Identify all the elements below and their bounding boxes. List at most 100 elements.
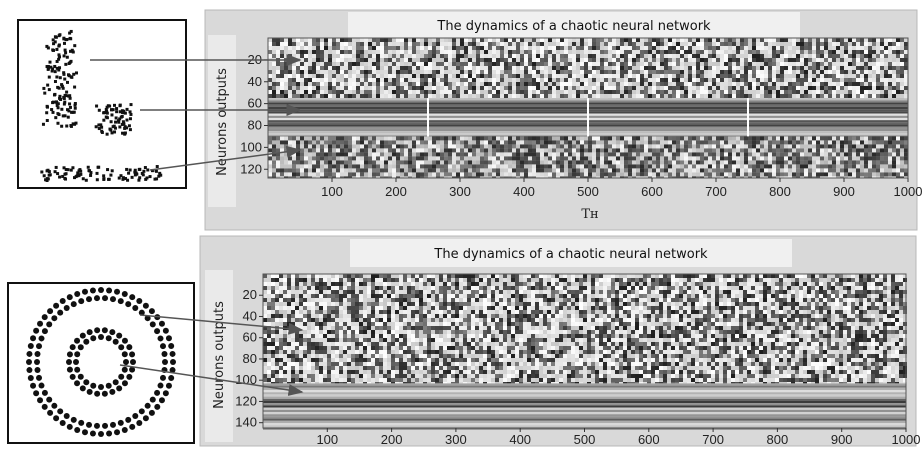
heat-cell	[388, 58, 392, 62]
heat-cell	[740, 54, 744, 58]
heat-cell	[864, 152, 868, 157]
heat-cell	[620, 156, 624, 161]
heat-cell	[292, 86, 296, 90]
pattern-dot	[54, 165, 58, 169]
heat-cell	[700, 74, 704, 78]
heat-cell	[280, 38, 284, 42]
heat-cell	[632, 42, 636, 46]
heat-cell	[884, 70, 888, 74]
heat-cell	[336, 58, 340, 62]
heat-cell	[660, 140, 664, 145]
heat-cell	[812, 66, 816, 70]
heat-cell	[832, 42, 836, 46]
heat-cell	[512, 136, 516, 141]
heat-cell	[688, 140, 692, 145]
heat-cell	[864, 160, 868, 165]
heat-cell	[648, 168, 652, 173]
heat-cell	[268, 140, 272, 145]
heat-cell	[696, 168, 700, 173]
heat-cell	[340, 176, 344, 178]
heat-cell	[748, 94, 752, 98]
heat-cell	[564, 144, 568, 149]
heat-cell	[532, 90, 536, 94]
heat-cell	[784, 168, 788, 173]
heat-cell	[464, 144, 468, 149]
heat-cell	[536, 74, 540, 78]
heat-cell	[792, 90, 796, 94]
heat-cell	[844, 168, 848, 173]
heat-cell	[772, 74, 776, 78]
heat-cell	[304, 164, 308, 169]
heat-cell	[344, 156, 348, 161]
heat-cell	[760, 54, 764, 58]
pattern-dot	[63, 93, 67, 97]
heat-cell	[900, 172, 904, 177]
heat-cell	[324, 38, 328, 42]
heat-cell	[516, 156, 520, 161]
heat-cell	[504, 38, 508, 42]
heat-cell	[271, 274, 275, 278]
heat-cell	[660, 86, 664, 90]
heat-cell	[636, 148, 640, 153]
heat-cell	[424, 42, 428, 46]
heat-cell	[468, 46, 472, 50]
heat-cell	[336, 90, 340, 94]
pattern-dot	[57, 57, 61, 61]
heat-cell	[428, 86, 432, 90]
heat-cell	[716, 82, 720, 86]
heat-cell	[652, 86, 656, 90]
heat-cell	[348, 176, 352, 178]
heat-cell	[504, 172, 508, 177]
heat-cell	[688, 38, 692, 42]
pattern-dot	[68, 94, 72, 98]
heat-cell	[884, 164, 888, 169]
heat-cell	[404, 148, 408, 153]
y-axis-label-top: Neurons outputs	[215, 68, 230, 176]
heat-cell	[532, 152, 536, 157]
heat-cell	[432, 90, 436, 94]
heat-cell	[304, 144, 308, 149]
pattern-dot	[112, 124, 116, 128]
heat-cell	[732, 140, 736, 145]
heat-cell	[588, 42, 592, 46]
pattern-dot	[63, 77, 67, 81]
heat-cell	[700, 90, 704, 94]
heat-cell	[476, 82, 480, 86]
heat-cell	[540, 62, 544, 66]
heat-cell	[592, 168, 596, 173]
heat-cell	[404, 164, 408, 169]
heat-cell	[600, 58, 604, 62]
heat-cell	[428, 168, 432, 173]
heat-cell	[272, 160, 276, 165]
pattern-dot	[51, 38, 55, 42]
pattern-dot	[123, 111, 127, 115]
heat-cell	[836, 42, 840, 46]
heat-cell	[271, 282, 275, 286]
heat-cell	[263, 322, 267, 326]
heat-cell	[384, 82, 388, 86]
ring-dot	[86, 388, 93, 395]
pattern-dot	[155, 165, 159, 169]
heat-cell	[668, 136, 672, 141]
heat-cell	[724, 62, 728, 66]
ring-dot	[125, 301, 132, 308]
heat-cell	[876, 46, 880, 50]
heat-cell	[704, 176, 708, 178]
heat-cell	[352, 140, 356, 145]
heat-cell	[392, 78, 396, 82]
heat-cell	[756, 168, 760, 173]
heat-cell	[616, 38, 620, 42]
heat-cell	[760, 176, 764, 178]
heat-cell	[632, 160, 636, 165]
heat-cell	[352, 144, 356, 149]
heat-cell	[812, 74, 816, 78]
heat-cell	[872, 94, 876, 98]
heat-cell	[796, 38, 800, 42]
heat-cell	[540, 152, 544, 157]
heat-cell	[600, 74, 604, 78]
heat-cell	[268, 160, 272, 165]
heat-cell	[360, 70, 364, 74]
heat-cell	[528, 42, 532, 46]
heat-cell	[900, 164, 904, 169]
pattern-dot	[129, 103, 133, 107]
